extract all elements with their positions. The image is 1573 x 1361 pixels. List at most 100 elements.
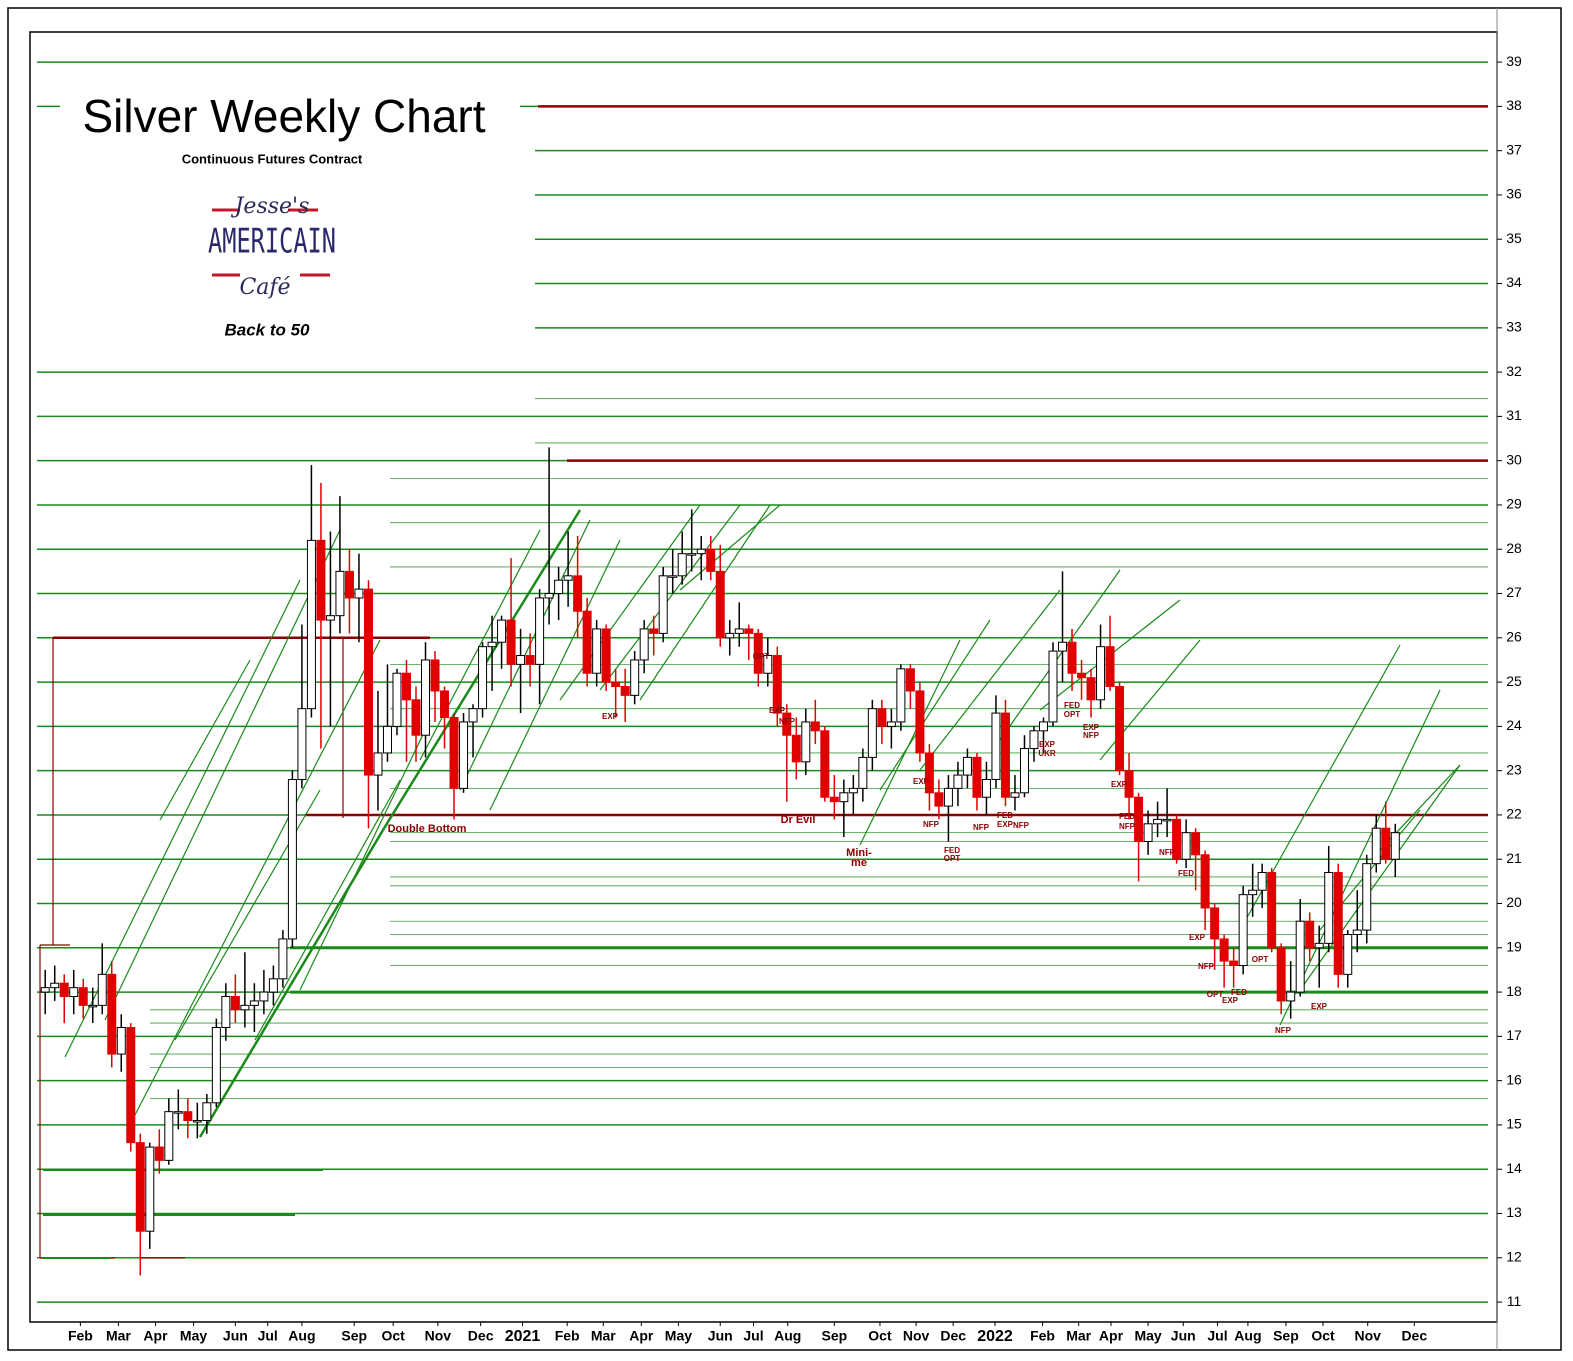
x-tick-label: Jun (708, 1328, 733, 1344)
candle-body (1000, 712, 1010, 798)
candle-body (905, 668, 915, 692)
annotation: Dr Evil (781, 814, 816, 826)
candle-body (335, 570, 345, 617)
x-tick-label: Aug (1234, 1328, 1261, 1344)
y-tick-label: 17 (1506, 1027, 1522, 1043)
candle-body (1324, 872, 1334, 944)
candle-body (630, 659, 640, 696)
candle-body (478, 646, 488, 710)
candle-body (1305, 920, 1315, 949)
annotation: FED (997, 811, 1013, 820)
x-tick-label: Jun (1171, 1328, 1196, 1344)
candle-body (164, 1111, 174, 1161)
x-tick-label: Oct (868, 1328, 892, 1344)
annotation: EXP (1222, 996, 1239, 1005)
candle-body (440, 690, 450, 719)
candle-body (677, 553, 687, 577)
x-tick-label: Nov (425, 1328, 452, 1344)
channel-line (679, 504, 781, 591)
candle-body (943, 787, 953, 807)
annotation: EXP (1189, 933, 1206, 942)
annotation: NFP (1159, 848, 1176, 857)
candle-body (1314, 942, 1324, 949)
x-tick-label: May (1134, 1328, 1161, 1344)
y-tick-label: 31 (1506, 407, 1522, 423)
candle-body (1210, 907, 1220, 940)
candle-body (1248, 889, 1258, 896)
annotation: OPT (1064, 710, 1081, 719)
annotation: FED (1119, 812, 1135, 821)
candle-body (240, 1004, 250, 1011)
candle-body (611, 681, 621, 688)
candle-body (934, 792, 944, 807)
candle-body (1067, 641, 1077, 674)
candle-body (725, 632, 735, 639)
annotation: OPT (1252, 955, 1269, 964)
candle-body (1048, 650, 1058, 723)
candle-body (1191, 832, 1201, 856)
candle-body (506, 619, 516, 665)
candle-body (848, 787, 858, 794)
candle-body (382, 725, 392, 754)
x-tick-label: May (180, 1328, 207, 1344)
channel-line (159, 659, 251, 821)
candle-body (1267, 872, 1277, 949)
logo-middle: AMERICAIN (208, 222, 336, 262)
candle-body (696, 548, 706, 555)
candle-body (449, 717, 459, 789)
candle-body (1086, 677, 1096, 701)
candle-body (582, 610, 592, 674)
candle-body (1115, 686, 1125, 772)
candle-body (1162, 818, 1172, 822)
channel-line (639, 504, 771, 701)
annotation: FED (944, 846, 960, 855)
candle-body (801, 721, 811, 763)
candle-body (1143, 823, 1153, 843)
annotation: NFP (1119, 822, 1136, 831)
x-tick-label: 2021 (505, 1328, 541, 1345)
candle-body (1134, 796, 1144, 843)
candle-body (1229, 960, 1239, 967)
x-tick-label: Feb (68, 1328, 93, 1344)
annotation: EXP (913, 777, 930, 786)
channel-line (254, 779, 401, 1041)
candle-body (535, 597, 545, 665)
annotation: FED (1064, 701, 1080, 710)
candle-body (1219, 938, 1229, 962)
candle-body (915, 690, 925, 754)
x-tick-label: Dec (468, 1328, 494, 1344)
candle-body (715, 570, 725, 639)
channel-line (859, 639, 961, 846)
annotation: EXP (1083, 723, 1100, 732)
candle-body (145, 1146, 155, 1232)
candle-body (763, 655, 773, 674)
x-tick-label: Aug (288, 1328, 315, 1344)
y-tick-label: 11 (1507, 1293, 1522, 1309)
x-tick-label: Apr (1099, 1328, 1124, 1344)
chart-subtitle: Continuous Futures Contract (182, 151, 363, 166)
x-tick-label: Jul (743, 1328, 763, 1344)
candle-body (592, 628, 602, 674)
channel-line (879, 619, 991, 791)
annotation: NFP (1198, 962, 1215, 971)
candle-body (1362, 863, 1372, 931)
candle-body (772, 655, 782, 714)
channel-line (104, 529, 341, 1021)
x-tick-label: Sep (1273, 1328, 1299, 1344)
candle-body (97, 973, 107, 1006)
x-tick-label: Dec (1401, 1328, 1427, 1344)
y-tick-label: 22 (1506, 806, 1522, 822)
candle-body (1077, 672, 1087, 679)
y-tick-label: 18 (1506, 983, 1522, 999)
y-tick-label: 30 (1506, 451, 1522, 467)
annotation: FED (1178, 869, 1194, 878)
y-tick-label: 39 (1506, 53, 1522, 69)
annotation: EXP (602, 712, 619, 721)
y-tick-label: 29 (1506, 496, 1522, 512)
y-tick-label: 34 (1506, 274, 1522, 290)
candle-body (1172, 818, 1182, 860)
candle-body (687, 553, 697, 556)
y-tick-label: 26 (1506, 629, 1522, 645)
candle-body (1096, 646, 1106, 701)
